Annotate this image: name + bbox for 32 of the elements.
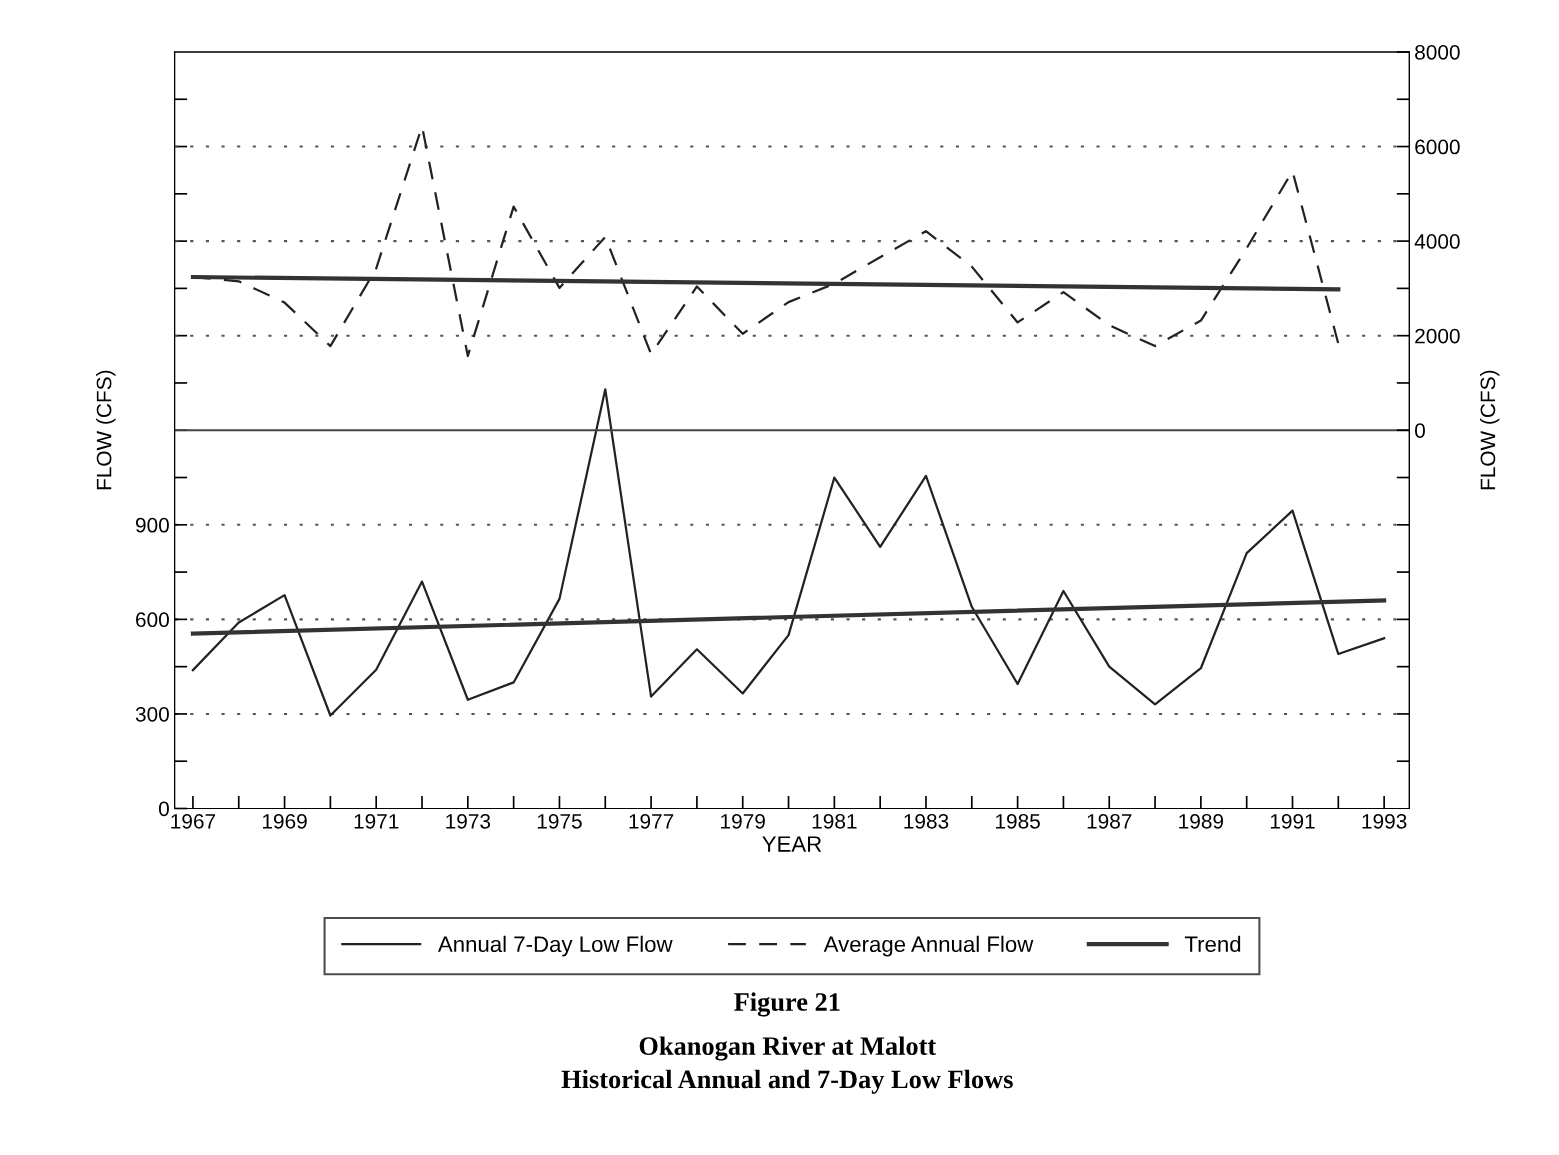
y-tick-label: 300	[135, 706, 169, 722]
x-tick-label: 1971	[354, 813, 399, 829]
y2-tick-label: 4000	[1414, 234, 1460, 249]
x-tick-label: 1975	[537, 813, 582, 829]
y2-tick-label: 8000	[1415, 44, 1460, 60]
x-tick-label: 1991	[1270, 813, 1315, 829]
y-tick-label: 900	[135, 517, 169, 533]
y2-tick-label: 0	[1415, 423, 1425, 438]
x-tick-label: 1973	[446, 813, 491, 829]
x-tick-label: 1979	[721, 813, 765, 829]
y2-tick-label: 2000	[1415, 328, 1460, 344]
x-tick-label: 1983	[904, 813, 949, 829]
x-tick-label: 1981	[812, 813, 857, 829]
x-tick-label: 1977	[629, 813, 674, 829]
x-tick-label: 1985	[996, 813, 1040, 829]
text: Figure 21	[734, 992, 840, 1017]
x-tick-label: 1967	[171, 813, 216, 829]
text: Okanogan River at Malott Historical Annual and 7-Day Low Flows	[561, 1036, 1013, 1094]
y-tick-label: 0	[158, 801, 169, 817]
x-axis-title: YEAR	[762, 836, 822, 852]
y-tick-label: 600	[136, 612, 169, 628]
legend-label: Annual 7-Day Low Flow	[437, 935, 673, 957]
x-tick-label: 1987	[1087, 813, 1132, 829]
line-series	[191, 388, 1386, 717]
y2-tick-label: 6000	[1415, 139, 1460, 155]
x-tick-label: 1993	[1362, 813, 1407, 829]
legend-label: Trend	[1184, 935, 1241, 953]
y2-axis-title: FLOW (CFS)	[1479, 370, 1500, 490]
x-tick-label: 1969	[262, 813, 307, 829]
y-axis-title: FLOW (CFS)	[96, 370, 116, 490]
legend-label: Average Annual Flow	[823, 935, 1034, 957]
x-tick-label: 1989	[1179, 813, 1224, 829]
